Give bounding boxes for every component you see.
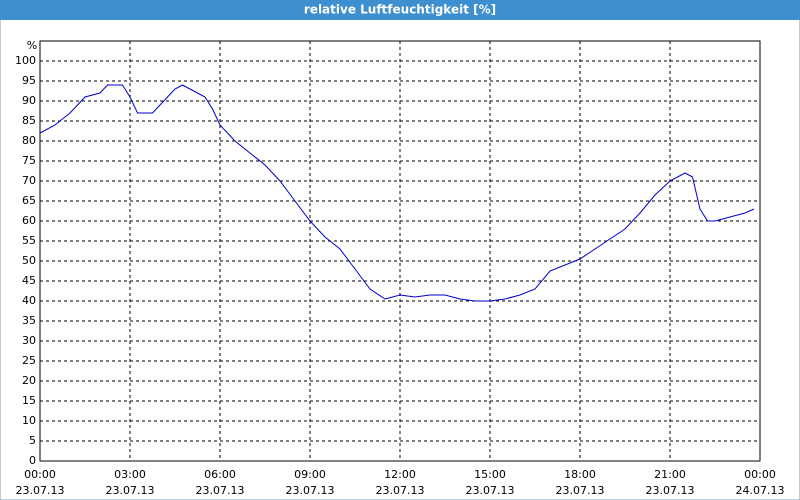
x-tick-date: 23.07.13 <box>196 484 245 497</box>
x-tick-date: 23.07.13 <box>646 484 695 497</box>
y-tick-label: 85 <box>22 114 36 127</box>
x-tick-label: 12:00 <box>384 468 416 481</box>
x-tick-label: 00:00 <box>744 468 776 481</box>
y-tick-label: 95 <box>22 74 36 87</box>
y-tick-label: 80 <box>22 134 36 147</box>
y-tick-label: 100 <box>15 54 36 67</box>
y-tick-label: 35 <box>22 314 36 327</box>
x-tick-date: 23.07.13 <box>286 484 335 497</box>
x-tick-label: 21:00 <box>654 468 686 481</box>
y-tick-label: 10 <box>22 414 36 427</box>
y-tick-label: 60 <box>22 214 36 227</box>
x-tick-date: 23.07.13 <box>466 484 515 497</box>
y-tick-label: 45 <box>22 274 36 287</box>
x-tick-label: 03:00 <box>114 468 146 481</box>
y-tick-label: 70 <box>22 174 36 187</box>
y-tick-label: 30 <box>22 334 36 347</box>
y-tick-label: 50 <box>22 254 36 267</box>
y-tick-label: 40 <box>22 294 36 307</box>
y-tick-label: 5 <box>29 434 36 447</box>
chart-title: relative Luftfeuchtigkeit [%] <box>304 3 496 17</box>
x-tick-date: 23.07.13 <box>106 484 155 497</box>
y-tick-label: 55 <box>22 234 36 247</box>
y-tick-label: 65 <box>22 194 36 207</box>
line-series <box>39 84 755 302</box>
y-tick-label: 75 <box>22 154 36 167</box>
x-tick-label: 15:00 <box>474 468 506 481</box>
title-bar <box>0 0 800 20</box>
y-tick-label: 90 <box>22 94 36 107</box>
x-tick-label: 00:00 <box>24 468 56 481</box>
x-tick-label: 06:00 <box>204 468 236 481</box>
x-tick-date: 23.07.13 <box>16 484 65 497</box>
y-tick-label: 0 <box>29 454 36 467</box>
plot-frame <box>39 40 761 462</box>
x-tick-date: 24.07.13 <box>736 484 785 497</box>
y-tick-label: 25 <box>22 354 36 367</box>
x-tick-date: 23.07.13 <box>556 484 605 497</box>
x-tick-label: 09:00 <box>294 468 326 481</box>
y-tick-label: 20 <box>22 374 36 387</box>
y-axis-label: % <box>27 39 37 52</box>
x-tick-date: 23.07.13 <box>376 484 425 497</box>
y-tick-label: 15 <box>22 394 36 407</box>
x-tick-label: 18:00 <box>564 468 596 481</box>
